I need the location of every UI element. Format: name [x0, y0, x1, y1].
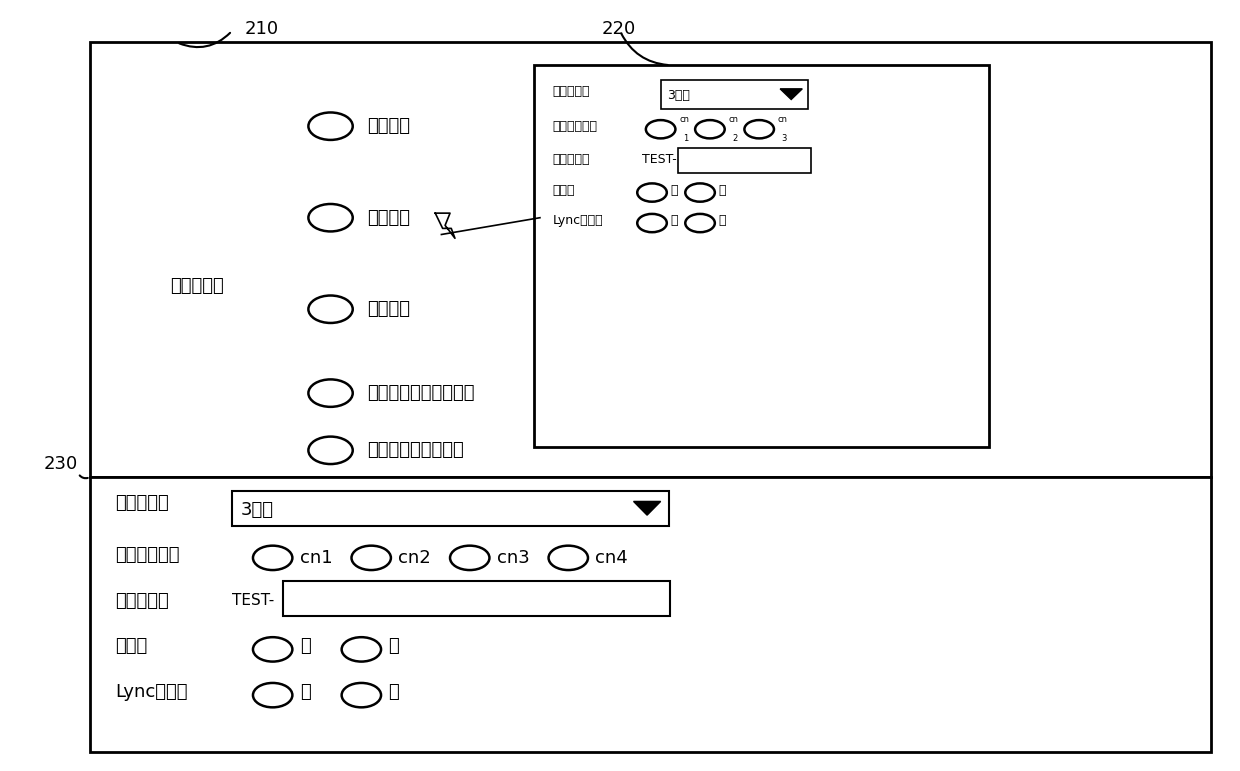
Text: 230: 230 [43, 455, 78, 473]
Text: cn: cn [680, 115, 689, 124]
Text: 应用账号（非交互类）: 应用账号（非交互类） [367, 384, 475, 402]
Text: 否: 否 [718, 183, 727, 197]
Text: 账号名称：: 账号名称： [552, 153, 590, 167]
Polygon shape [780, 89, 802, 99]
Text: TEST-: TEST- [232, 593, 274, 608]
Text: cn: cn [728, 115, 738, 124]
Text: cn3: cn3 [497, 549, 529, 567]
Text: 是: 是 [300, 683, 310, 701]
Text: 服务账号: 服务账号 [367, 300, 410, 318]
Text: 否: 否 [388, 638, 399, 655]
Text: 邮笱：: 邮笱： [115, 638, 148, 655]
Text: 否: 否 [718, 214, 727, 227]
Text: cn1: cn1 [300, 549, 332, 567]
FancyBboxPatch shape [533, 66, 990, 446]
Text: 210: 210 [244, 19, 279, 38]
Text: Lync权限：: Lync权限： [115, 683, 187, 701]
Text: 账号期限：: 账号期限： [552, 86, 590, 99]
Text: TEST-: TEST- [642, 153, 677, 167]
Text: Lync权限：: Lync权限： [552, 214, 603, 227]
Text: cn4: cn4 [595, 549, 629, 567]
Text: 账号类型：: 账号类型： [170, 278, 224, 295]
FancyBboxPatch shape [91, 477, 1211, 752]
Text: 是: 是 [300, 638, 310, 655]
Text: cn2: cn2 [398, 549, 432, 567]
Text: 2: 2 [732, 134, 738, 143]
FancyBboxPatch shape [678, 148, 811, 173]
Text: 测试账号: 测试账号 [367, 209, 410, 227]
Text: 邮笱：: 邮笱： [552, 183, 575, 197]
Text: 账号所在域：: 账号所在域： [115, 546, 180, 564]
Text: 220: 220 [601, 19, 636, 38]
FancyBboxPatch shape [91, 42, 1211, 477]
FancyBboxPatch shape [283, 581, 671, 616]
Text: 临时账号: 临时账号 [367, 117, 410, 135]
Text: 否: 否 [388, 683, 399, 701]
Text: cn: cn [777, 115, 787, 124]
Text: 是: 是 [671, 183, 678, 197]
FancyBboxPatch shape [661, 79, 808, 109]
Text: 3个月: 3个月 [667, 89, 689, 103]
FancyBboxPatch shape [232, 491, 670, 526]
Polygon shape [634, 501, 661, 515]
Text: 账号期限：: 账号期限： [115, 494, 169, 512]
Text: 3个月: 3个月 [241, 501, 274, 519]
Text: 1: 1 [683, 134, 688, 143]
Text: 账号所在域：: 账号所在域： [552, 120, 598, 133]
Text: 3: 3 [781, 134, 786, 143]
Text: 是: 是 [671, 214, 678, 227]
Text: 应用账号（交互类）: 应用账号（交互类） [367, 441, 464, 460]
Text: 账号名称：: 账号名称： [115, 591, 169, 610]
